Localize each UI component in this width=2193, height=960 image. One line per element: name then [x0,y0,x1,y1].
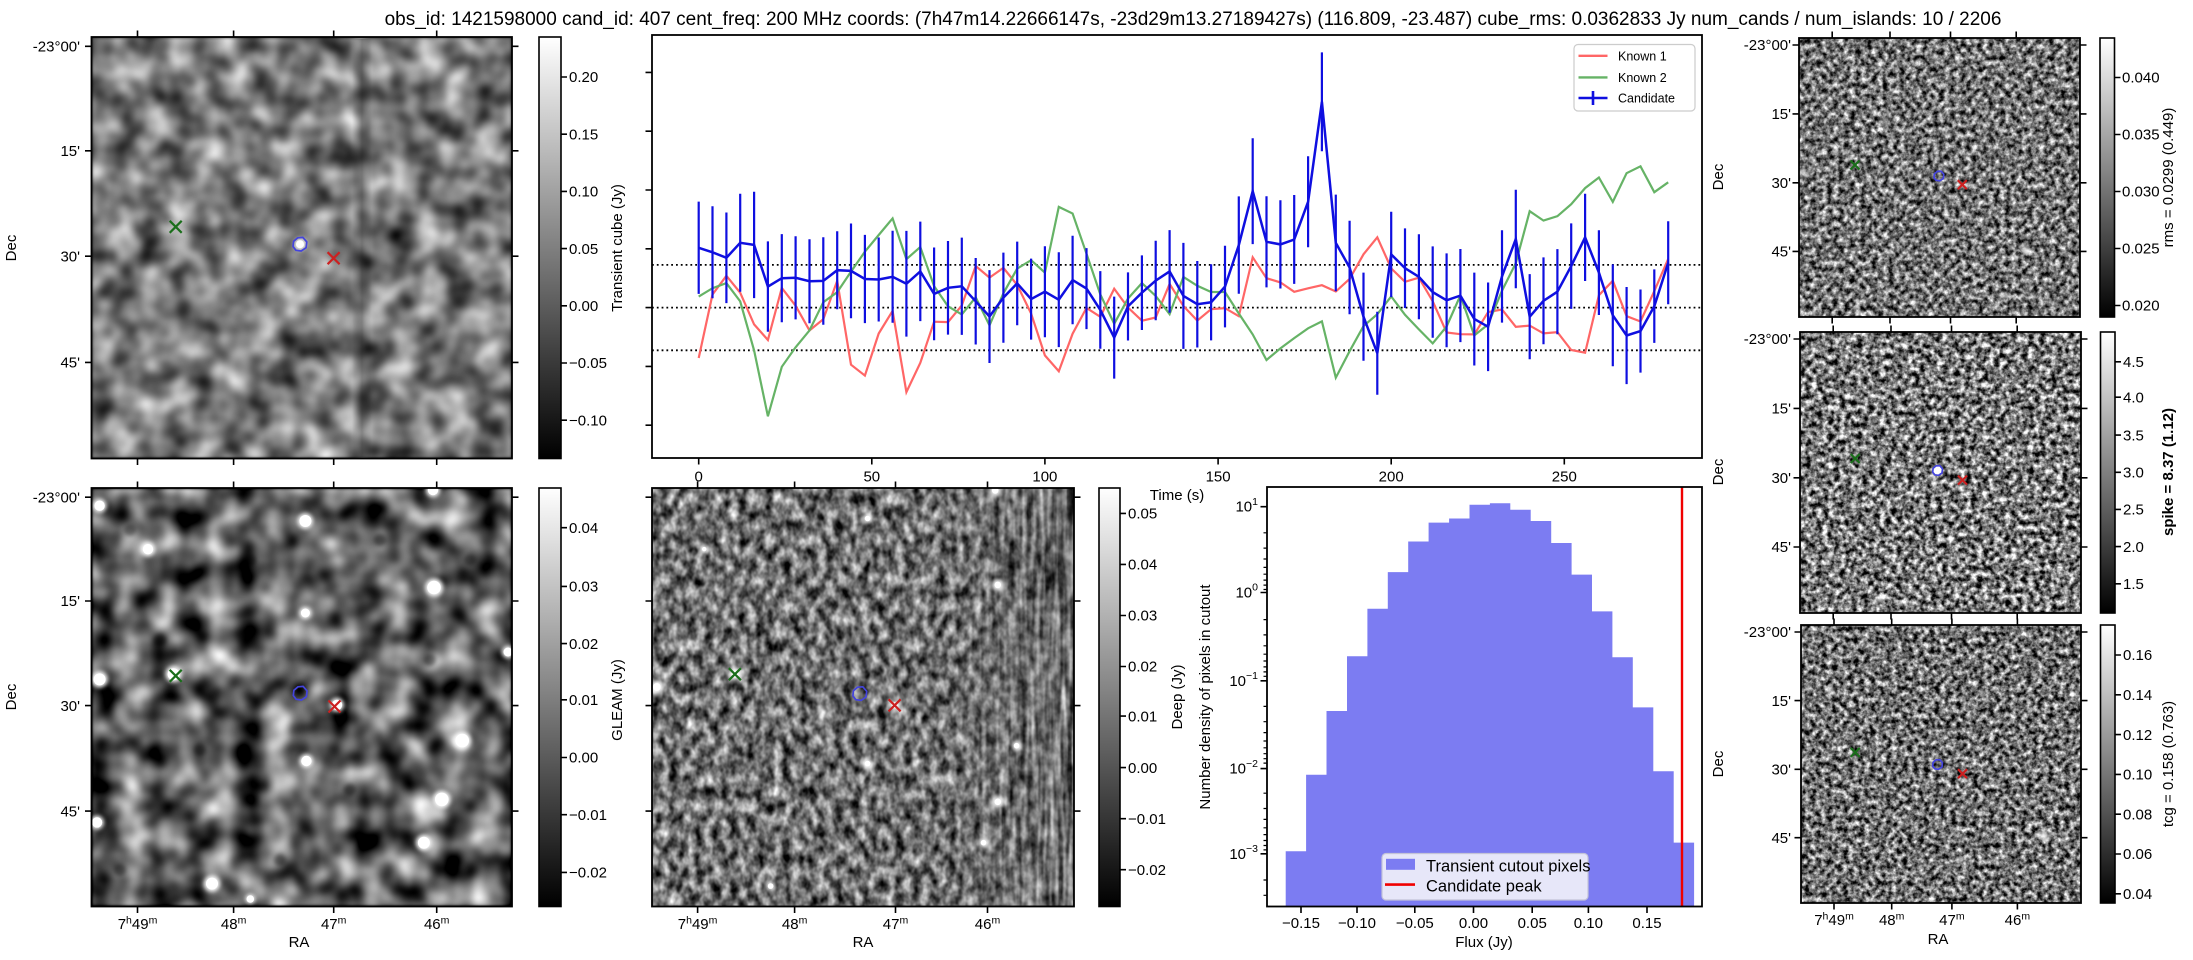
svg-text:RA: RA [1928,931,1949,948]
svg-text:30': 30' [60,698,80,715]
svg-text:-23°00': -23°00' [1744,624,1791,641]
svg-text:0.04: 0.04 [2123,886,2152,903]
svg-text:0.030: 0.030 [2122,184,2160,201]
svg-text:−0.10: −0.10 [569,412,607,429]
svg-text:Known 2: Known 2 [1618,71,1667,85]
svg-text:2.0: 2.0 [2123,539,2144,556]
svg-text:4.0: 4.0 [2123,389,2144,406]
svg-text:200: 200 [1379,469,1404,486]
svg-text:Dec: Dec [3,683,20,710]
svg-text:-23°00': -23°00' [1744,37,1791,54]
svg-text:0.00: 0.00 [1128,760,1157,777]
svg-text:rms = 0.0299 (0.449): rms = 0.0299 (0.449) [2160,108,2177,248]
svg-text:0.035: 0.035 [2122,127,2160,144]
svg-text:0.02: 0.02 [569,636,598,653]
svg-text:0.020: 0.020 [2122,298,2160,315]
svg-text:0.10: 0.10 [1574,915,1603,932]
svg-text:45': 45' [60,355,80,372]
svg-text:100: 100 [1032,469,1057,486]
svg-text:−0.02: −0.02 [1128,862,1166,879]
svg-text:15': 15' [1771,401,1791,418]
svg-text:2.5: 2.5 [2123,502,2144,519]
svg-text:0.10: 0.10 [569,184,598,201]
svg-text:0.01: 0.01 [1128,708,1157,725]
svg-text:Number density of pixels in cu: Number density of pixels in cutout [1197,584,1214,810]
svg-text:obs_id: 1421598000 cand_id: 40: obs_id: 1421598000 cand_id: 407 cent_fre… [385,9,2002,30]
svg-text:3.5: 3.5 [2123,427,2144,444]
svg-text:4.5: 4.5 [2123,354,2144,371]
svg-text:-23°00': -23°00' [33,39,80,56]
svg-text:GLEAM (Jy): GLEAM (Jy) [609,659,626,741]
svg-text:−0.15: −0.15 [1282,915,1320,932]
svg-text:−0.10: −0.10 [1338,915,1376,932]
svg-text:0.025: 0.025 [2122,241,2160,258]
svg-text:Known 1: Known 1 [1618,49,1667,63]
svg-text:1.5: 1.5 [2123,576,2144,593]
svg-text:15': 15' [60,143,80,160]
svg-text:0.04: 0.04 [1128,557,1157,574]
svg-text:RA: RA [853,934,874,951]
svg-text:0.14: 0.14 [2123,687,2152,704]
svg-text:0.12: 0.12 [2123,727,2152,744]
svg-text:Candidate peak: Candidate peak [1426,878,1542,896]
svg-text:0.06: 0.06 [2123,846,2152,863]
svg-text:45': 45' [60,803,80,820]
svg-text:0.15: 0.15 [1632,915,1661,932]
svg-text:-23°00': -23°00' [33,489,80,506]
svg-text:RA: RA [289,934,310,951]
svg-text:0.02: 0.02 [1128,659,1157,676]
svg-text:0.08: 0.08 [2123,806,2152,823]
svg-text:30': 30' [60,248,80,265]
svg-text:0.00: 0.00 [569,298,598,315]
svg-text:0.16: 0.16 [2123,647,2152,664]
svg-text:0.03: 0.03 [569,579,598,596]
svg-text:spike = 8.37 (1.12): spike = 8.37 (1.12) [2160,408,2177,536]
svg-text:0.00: 0.00 [1459,915,1488,932]
svg-text:Candidate: Candidate [1618,92,1675,106]
svg-text:15': 15' [60,593,80,610]
svg-text:30': 30' [1771,175,1791,192]
svg-text:-23°00': -23°00' [1744,331,1791,348]
svg-text:0.20: 0.20 [569,69,598,86]
svg-text:0: 0 [695,469,703,486]
svg-text:3.0: 3.0 [2123,465,2144,482]
svg-text:0.04: 0.04 [569,520,598,537]
svg-text:tcg = 0.158 (0.763): tcg = 0.158 (0.763) [2160,701,2177,827]
svg-text:0.03: 0.03 [1128,608,1157,625]
svg-text:150: 150 [1206,469,1231,486]
svg-text:Dec: Dec [1710,750,1727,777]
svg-text:Transient cube (Jy): Transient cube (Jy) [609,184,626,312]
svg-text:0.05: 0.05 [1518,915,1547,932]
svg-text:0.00: 0.00 [569,750,598,767]
svg-text:0.040: 0.040 [2122,70,2160,87]
svg-text:Dec: Dec [1710,458,1727,485]
svg-text:250: 250 [1552,469,1577,486]
svg-text:45': 45' [1771,539,1791,556]
svg-text:50: 50 [863,469,880,486]
svg-text:Transient cutout pixels: Transient cutout pixels [1426,858,1590,876]
svg-text:0.01: 0.01 [569,692,598,709]
svg-text:Deep (Jy): Deep (Jy) [1169,664,1186,729]
svg-text:Dec: Dec [3,234,20,261]
svg-text:45': 45' [1771,244,1791,261]
svg-text:45': 45' [1771,830,1791,847]
svg-text:Time (s): Time (s) [1150,487,1204,504]
svg-text:−0.02: −0.02 [569,865,607,882]
svg-text:−0.05: −0.05 [1396,915,1434,932]
svg-text:30': 30' [1771,470,1791,487]
svg-text:−0.05: −0.05 [569,355,607,372]
svg-text:Flux (Jy): Flux (Jy) [1455,934,1513,951]
svg-text:0.10: 0.10 [2123,767,2152,784]
svg-text:15': 15' [1771,693,1791,710]
svg-text:0.15: 0.15 [569,126,598,143]
svg-text:−0.01: −0.01 [569,807,607,824]
svg-text:0.05: 0.05 [1128,506,1157,523]
svg-text:15': 15' [1771,106,1791,123]
svg-text:−0.01: −0.01 [1128,811,1166,828]
svg-text:Dec: Dec [1710,163,1727,190]
svg-text:0.05: 0.05 [569,241,598,258]
svg-text:30': 30' [1771,762,1791,779]
